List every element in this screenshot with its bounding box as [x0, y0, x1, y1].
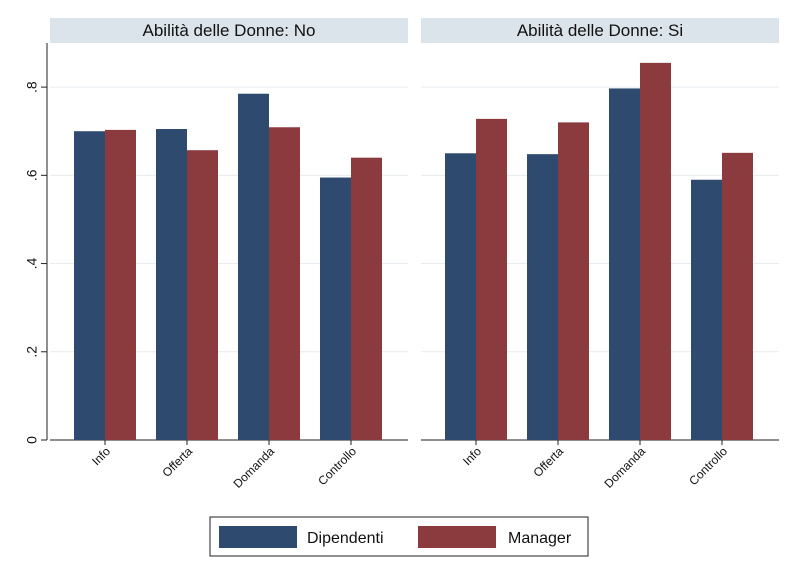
bar-manager-domanda [640, 62, 671, 440]
panel-title: Abilità delle Donne: No [143, 21, 316, 40]
x-tick-label: Info [460, 444, 484, 468]
bar-dipendenti-controllo [691, 179, 722, 440]
x-tick-label: Info [89, 444, 113, 468]
x-tick-label: Domanda [601, 444, 648, 491]
x-tick-label: Offerta [159, 444, 195, 480]
bar-dipendenti-info [445, 153, 476, 440]
panel-header [421, 18, 779, 43]
y-tick-label: .2 [24, 346, 40, 358]
bar-dipendenti-domanda [238, 93, 269, 440]
bar-manager-info [105, 129, 136, 440]
panel-header [50, 18, 408, 43]
panel-title: Abilità delle Donne: Si [517, 21, 683, 40]
bar-dipendenti-offerta [527, 154, 558, 440]
bar-manager-offerta [187, 150, 218, 440]
y-tick-label: .4 [24, 258, 40, 270]
x-tick-label: Controllo [315, 444, 359, 488]
legend-label-manager: Manager [508, 530, 572, 547]
legend-swatch-dipendenti [219, 526, 297, 548]
bar-manager-controllo [351, 157, 382, 440]
y-tick-label: .8 [24, 81, 40, 93]
legend-swatch-manager [418, 526, 496, 548]
bar-dipendenti-info [74, 131, 105, 440]
legend-label-dipendenti: Dipendenti [307, 530, 384, 547]
y-tick-label: 0 [24, 436, 40, 444]
bar-manager-offerta [558, 122, 589, 441]
bar-dipendenti-controllo [320, 177, 351, 441]
x-tick-label: Domanda [230, 444, 277, 491]
bar-manager-controllo [722, 152, 753, 440]
bar-dipendenti-offerta [156, 129, 187, 440]
bar-manager-info [476, 118, 507, 441]
bar-manager-domanda [269, 127, 300, 440]
y-tick-label: .6 [24, 169, 40, 181]
x-tick-label: Offerta [530, 444, 566, 480]
bar-dipendenti-domanda [609, 88, 640, 440]
x-tick-label: Controllo [686, 444, 730, 488]
